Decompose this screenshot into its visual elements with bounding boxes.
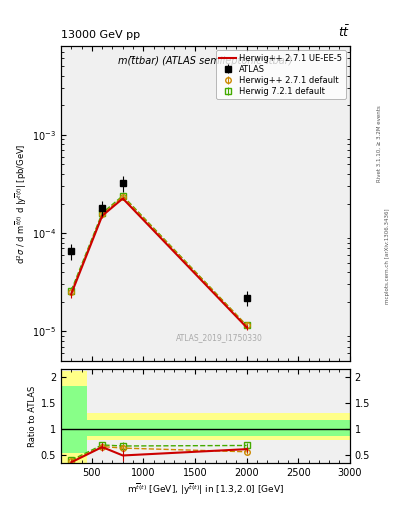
Text: $t\bar{t}$: $t\bar{t}$ (338, 25, 350, 40)
Text: m(t̅tbar) (ATLAS semileptonic t̅tbar): m(t̅tbar) (ATLAS semileptonic t̅tbar) (118, 55, 293, 66)
Herwig++ 2.7.1 UE-EE-5 (244, 324, 249, 330)
Bar (61, 386, 87, 453)
Text: mcplots.cern.ch [arXiv:1306.3436]: mcplots.cern.ch [arXiv:1306.3436] (385, 208, 389, 304)
Y-axis label: d$^2\sigma$ / d m$^{\overline{t}(t)}$ d |y$^{\overline{t}(t)}$| [pb/GeV]: d$^2\sigma$ / d m$^{\overline{t}(t)}$ d … (13, 143, 29, 264)
Bar (87, 413, 350, 440)
Text: 13000 GeV pp: 13000 GeV pp (61, 30, 140, 40)
Legend: Herwig++ 2.7.1 UE-EE-5, ATLAS, Herwig++ 2.7.1 default, Herwig 7.2.1 default: Herwig++ 2.7.1 UE-EE-5, ATLAS, Herwig++ … (216, 50, 345, 99)
Text: Rivet 3.1.10, ≥ 3.2M events: Rivet 3.1.10, ≥ 3.2M events (377, 105, 382, 182)
Herwig++ 2.7.1 UE-EE-5 (120, 196, 125, 202)
Line: Herwig++ 2.7.1 UE-EE-5: Herwig++ 2.7.1 UE-EE-5 (71, 199, 247, 327)
Bar (61, 371, 87, 463)
Y-axis label: Ratio to ATLAS: Ratio to ATLAS (28, 386, 37, 446)
Text: ATLAS_2019_I1750330: ATLAS_2019_I1750330 (176, 333, 263, 342)
Bar (87, 420, 350, 436)
Herwig++ 2.7.1 UE-EE-5 (100, 212, 105, 219)
X-axis label: m$^{\overline{t}(t)}$ [GeV], |y$^{\overline{t}(t)}$| in [1.3,2.0] [GeV]: m$^{\overline{t}(t)}$ [GeV], |y$^{\overl… (127, 481, 284, 497)
Herwig++ 2.7.1 UE-EE-5 (69, 291, 73, 297)
